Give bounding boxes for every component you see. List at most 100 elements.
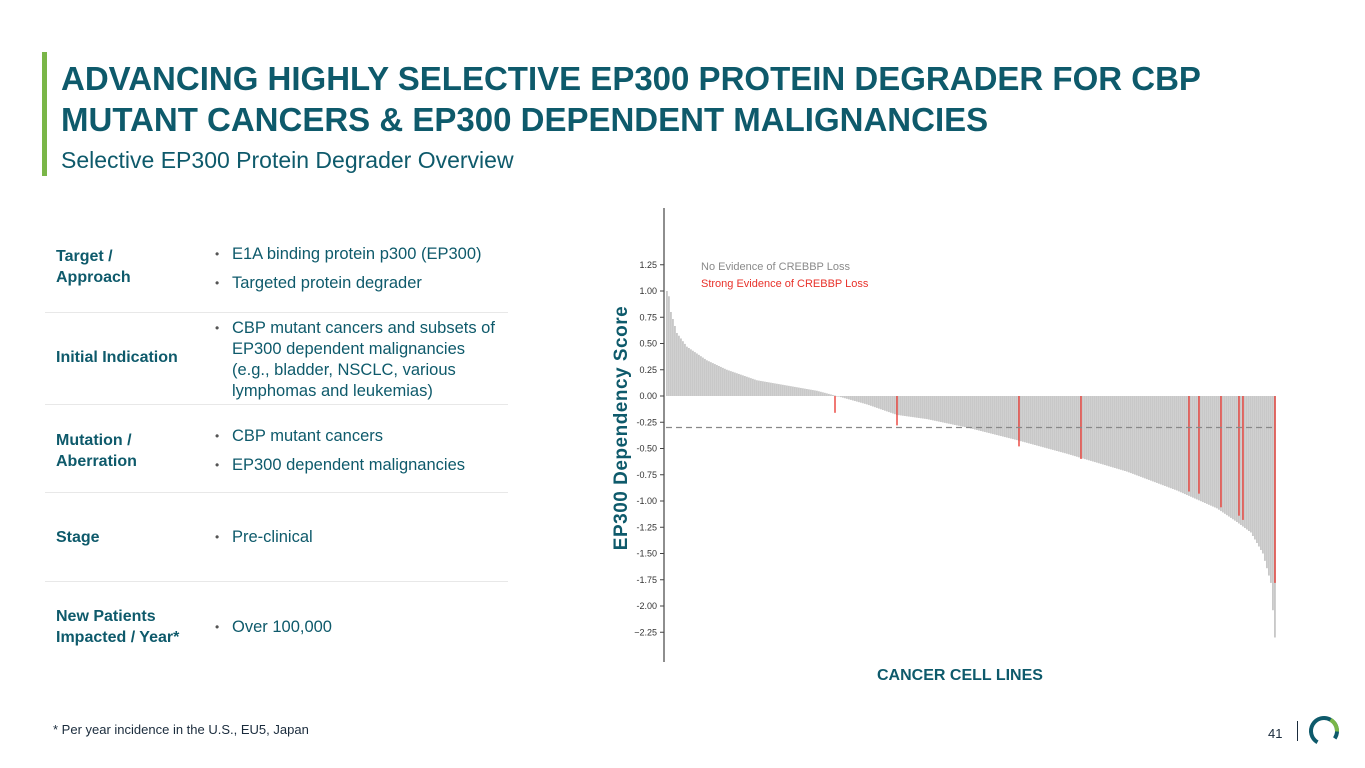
bar-no-evidence bbox=[934, 396, 936, 421]
bar-no-evidence bbox=[904, 396, 906, 417]
y-tick-label: -1.75 bbox=[636, 575, 657, 585]
table-row-stage: Stage Pre-clinical bbox=[45, 493, 508, 582]
page-title: ADVANCING HIGHLY SELECTIVE EP300 PROTEIN… bbox=[61, 58, 1341, 140]
row-label: Stage bbox=[56, 529, 100, 546]
bar-no-evidence bbox=[766, 382, 768, 396]
bar-no-evidence bbox=[800, 387, 802, 396]
bar-no-evidence bbox=[844, 396, 846, 399]
y-tick-label: -1.00 bbox=[636, 496, 657, 506]
bar-no-evidence bbox=[736, 373, 738, 396]
bar-no-evidence bbox=[812, 390, 814, 396]
bar-no-evidence bbox=[1146, 396, 1148, 480]
table-row-target: Target / Approach E1A binding protein p3… bbox=[45, 225, 508, 313]
bar-no-evidence bbox=[910, 396, 912, 417]
bar-no-evidence bbox=[1148, 396, 1150, 480]
bar-no-evidence bbox=[1184, 396, 1186, 495]
bar-no-evidence bbox=[886, 396, 888, 412]
bar-no-evidence bbox=[1206, 396, 1208, 504]
bar-no-evidence bbox=[900, 396, 902, 416]
bar-no-evidence bbox=[956, 396, 958, 426]
bar-no-evidence bbox=[688, 348, 690, 396]
bar-no-evidence bbox=[748, 377, 750, 396]
bar-no-evidence bbox=[936, 396, 938, 422]
bar-no-evidence bbox=[754, 379, 756, 396]
y-tick-label: -2.00 bbox=[636, 601, 657, 611]
table-row-indication: Initial Indication CBP mutant cancers an… bbox=[45, 313, 508, 405]
bar-no-evidence bbox=[994, 396, 996, 435]
bar-no-evidence bbox=[696, 353, 698, 396]
y-tick-label: -1.50 bbox=[636, 549, 657, 559]
bar-no-evidence bbox=[1090, 396, 1092, 461]
bar-no-evidence bbox=[1126, 396, 1128, 472]
bar-no-evidence bbox=[816, 390, 818, 396]
bar-no-evidence bbox=[868, 396, 870, 406]
bar-no-evidence bbox=[952, 396, 954, 425]
bar-no-evidence bbox=[1020, 396, 1022, 442]
table-row-mutation: Mutation / Aberration CBP mutant cancers… bbox=[45, 405, 508, 493]
bar-no-evidence bbox=[1096, 396, 1098, 463]
bar-no-evidence bbox=[1162, 396, 1164, 486]
bar-no-evidence bbox=[1196, 396, 1198, 500]
bar-no-evidence bbox=[808, 389, 810, 396]
bar-no-evidence bbox=[974, 396, 976, 430]
bar-no-evidence bbox=[1218, 396, 1220, 510]
bar-no-evidence bbox=[922, 396, 924, 419]
bar-no-evidence bbox=[832, 394, 834, 396]
bar-no-evidence bbox=[718, 365, 720, 396]
page-number: 41 bbox=[1268, 726, 1283, 741]
bar-no-evidence bbox=[1190, 396, 1192, 497]
title-line-2: MUTANT CANCERS & EP300 DEPENDENT MALIGNA… bbox=[61, 101, 989, 138]
bar-no-evidence bbox=[1268, 396, 1270, 576]
accent-bar bbox=[42, 52, 47, 176]
bar-no-evidence bbox=[1048, 396, 1050, 449]
bullet-item: Over 100,000 bbox=[215, 617, 505, 638]
bar-no-evidence bbox=[1032, 396, 1034, 445]
bar-no-evidence bbox=[1170, 396, 1172, 489]
bar-no-evidence bbox=[1226, 396, 1228, 516]
bar-no-evidence bbox=[666, 291, 668, 396]
y-tick-label: 1.00 bbox=[639, 286, 657, 296]
bar-no-evidence bbox=[1240, 396, 1242, 525]
dependency-bar-chart: 1.25 1.00 0.75 0.50 0.25 0.00 -0.25 -0.50 -0.75 -… bbox=[634, 208, 1276, 662]
bullet-list: E1A binding protein p300 (EP300) Targete… bbox=[215, 244, 505, 302]
bar-no-evidence bbox=[916, 396, 918, 418]
bar-no-evidence bbox=[1034, 396, 1036, 446]
bar-no-evidence bbox=[822, 392, 824, 396]
bar-no-evidence bbox=[706, 360, 708, 396]
bar-no-evidence bbox=[730, 371, 732, 396]
bar-no-evidence bbox=[1164, 396, 1166, 486]
bar-no-evidence bbox=[668, 296, 670, 396]
bar-no-evidence bbox=[1124, 396, 1126, 471]
legend-entry: Strong Evidence of CREBBP Loss bbox=[701, 278, 869, 290]
bar-no-evidence bbox=[954, 396, 956, 425]
bar-no-evidence bbox=[854, 396, 856, 402]
bar-no-evidence bbox=[988, 396, 990, 434]
bar-no-evidence bbox=[716, 365, 718, 396]
bullet-item: CBP mutant cancers and subsets of EP300 … bbox=[215, 318, 505, 402]
bar-no-evidence bbox=[710, 362, 712, 396]
bar-no-evidence bbox=[726, 369, 728, 396]
bar-no-evidence bbox=[1224, 396, 1226, 514]
bar-no-evidence bbox=[826, 393, 828, 397]
bar-no-evidence bbox=[1064, 396, 1066, 454]
bar-no-evidence bbox=[828, 393, 830, 396]
bar-no-evidence bbox=[764, 381, 766, 396]
bar-no-evidence bbox=[770, 382, 772, 396]
bar-no-evidence bbox=[1158, 396, 1160, 484]
bar-no-evidence bbox=[1052, 396, 1054, 450]
bar-no-evidence bbox=[878, 396, 880, 409]
bar-no-evidence bbox=[996, 396, 998, 436]
bar-no-evidence bbox=[1076, 396, 1078, 457]
y-tick-label: -1.25 bbox=[636, 522, 657, 532]
bullet-list: CBP mutant cancers and subsets of EP300 … bbox=[215, 318, 505, 410]
bar-no-evidence bbox=[1106, 396, 1108, 466]
bar-no-evidence bbox=[1180, 396, 1182, 493]
bar-no-evidence bbox=[1122, 396, 1124, 471]
bar-no-evidence bbox=[788, 385, 790, 396]
bar-no-evidence bbox=[942, 396, 944, 423]
bar-no-evidence bbox=[1222, 396, 1224, 513]
bullet-item: Targeted protein degrader bbox=[215, 273, 505, 294]
title-line-1: ADVANCING HIGHLY SELECTIVE EP300 PROTEIN… bbox=[61, 60, 1201, 97]
bar-no-evidence bbox=[1172, 396, 1174, 489]
bar-no-evidence bbox=[1212, 396, 1214, 507]
